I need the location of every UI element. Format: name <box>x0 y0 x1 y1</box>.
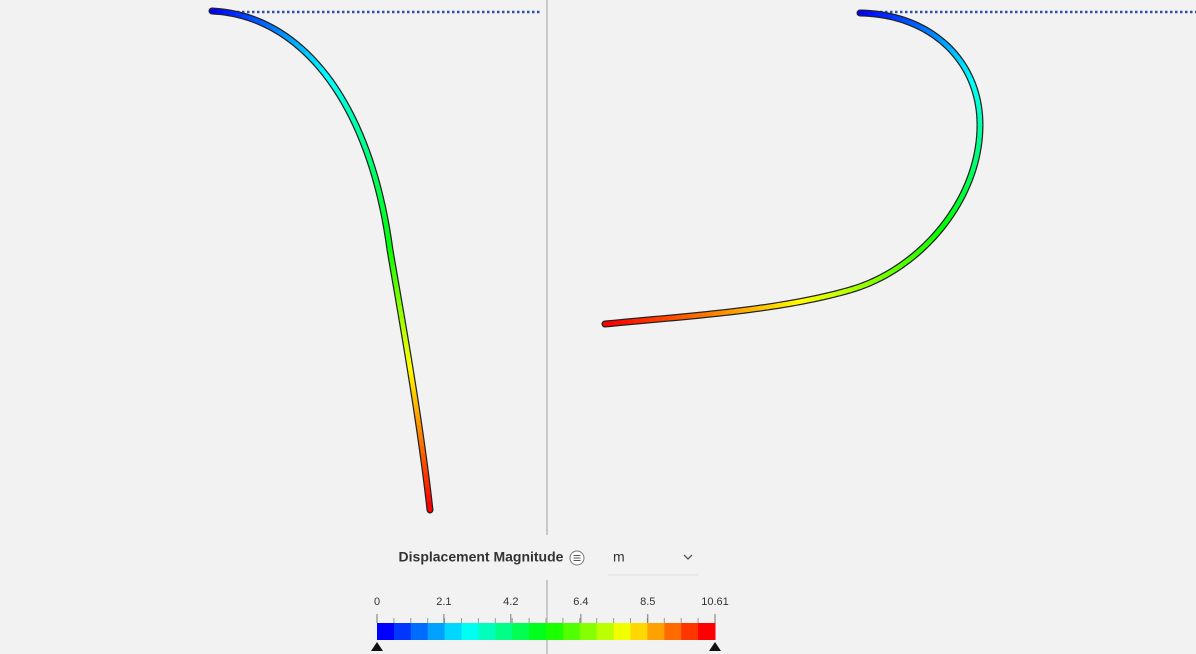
beam-segment <box>426 500 433 513</box>
beam-outline <box>208 7 434 514</box>
color-band <box>664 623 682 640</box>
tick-label: 6.4 <box>573 596 588 608</box>
color-band <box>393 623 412 640</box>
range-handle[interactable] <box>371 642 383 651</box>
tick-label: 10.61 <box>701 596 729 608</box>
tick-label: 0 <box>374 596 380 608</box>
tick-label: 2.1 <box>436 596 451 608</box>
color-band <box>495 623 513 640</box>
info-button[interactable] <box>569 550 585 566</box>
color-band <box>529 623 547 640</box>
color-band <box>647 623 665 640</box>
range-handle[interactable] <box>709 642 721 651</box>
color-band <box>596 623 615 640</box>
color-band <box>630 623 648 640</box>
color-bar: 0 2.1 4.2 6.4 8.5 10.61 <box>374 596 729 640</box>
color-band <box>444 623 462 640</box>
color-band <box>546 623 564 640</box>
color-band <box>562 623 581 640</box>
beam-outline <box>601 9 984 328</box>
unit-label: m <box>613 549 625 565</box>
color-band <box>377 623 395 640</box>
legend-title: Displacement Magnitude <box>399 549 564 565</box>
color-band <box>461 623 479 640</box>
beam-segment <box>602 321 615 327</box>
tick-label: 4.2 <box>503 596 518 608</box>
unit-dropdown[interactable]: m <box>608 549 698 576</box>
tick-label: 8.5 <box>640 596 655 608</box>
color-band <box>512 623 530 640</box>
color-band <box>427 623 446 640</box>
beams <box>208 7 984 514</box>
color-band <box>478 623 496 640</box>
color-band <box>698 623 716 640</box>
color-band <box>681 623 699 640</box>
color-band <box>410 623 429 640</box>
color-band <box>613 623 631 640</box>
color-band <box>579 623 598 640</box>
